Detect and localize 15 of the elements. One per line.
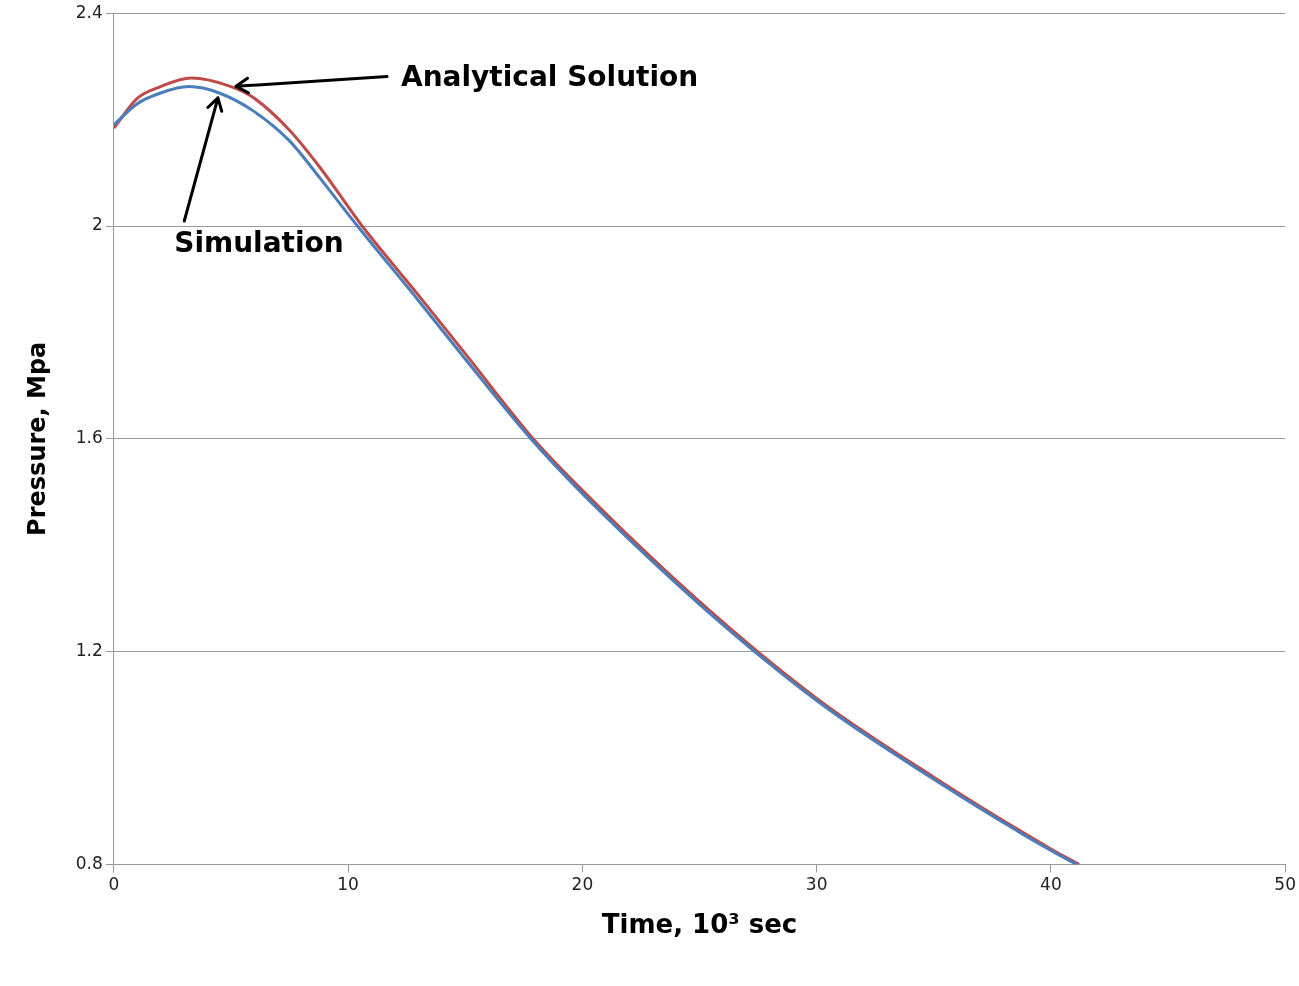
y-tick-label: 2	[92, 214, 103, 235]
x-tick-label: 20	[571, 874, 594, 895]
y-tick-label: 0.8	[75, 852, 103, 873]
y-tick-label: 2.4	[75, 1, 103, 22]
x-tick-label: 10	[337, 874, 359, 895]
text: Analytical Solution	[400, 59, 699, 93]
x-tick-label: 50	[1274, 874, 1296, 895]
y-tick-label: 1.2	[75, 640, 103, 661]
series-label: Simulation	[174, 226, 344, 259]
x-axis-title: Time, 10³ sec	[601, 909, 798, 940]
x-tick-label: 30	[805, 874, 828, 895]
y-axis-title: Pressure, Mpa	[22, 341, 51, 536]
y-tick-label: 1.6	[75, 427, 103, 448]
x-tick-label: 0	[108, 874, 120, 895]
x-tick-label: 40	[1040, 874, 1062, 895]
